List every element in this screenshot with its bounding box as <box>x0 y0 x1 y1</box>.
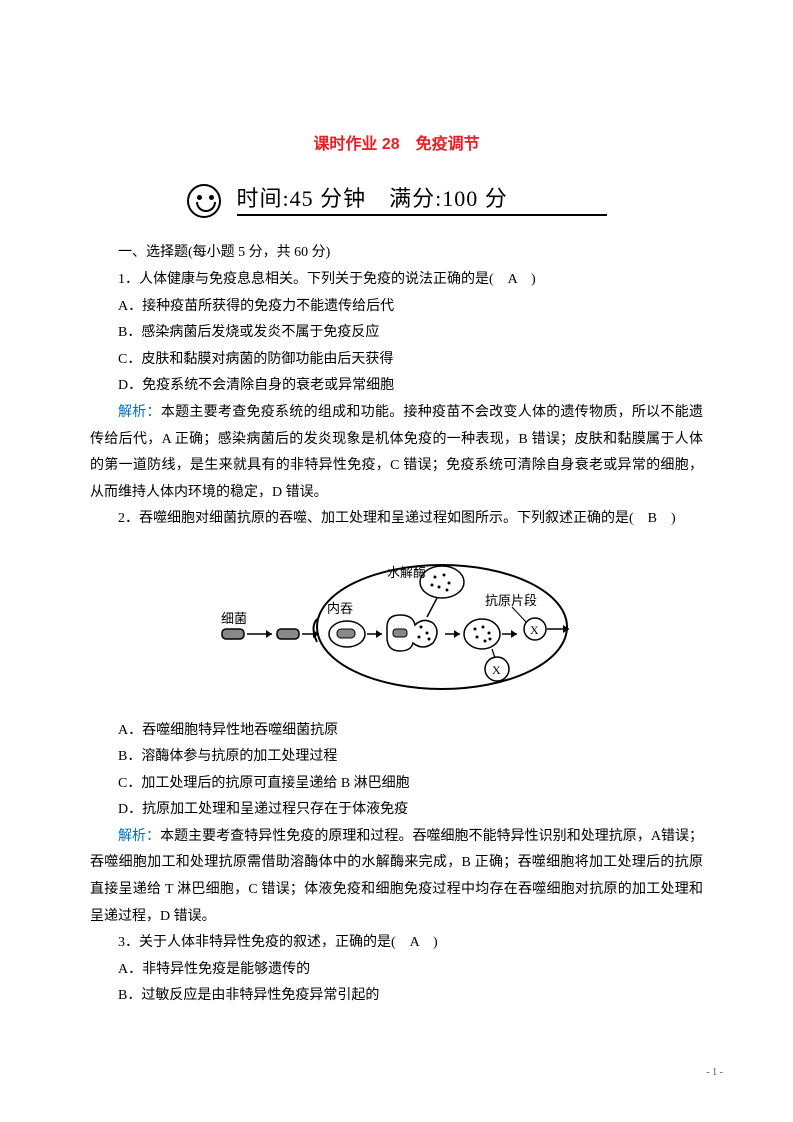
time-score-banner: 时间:45 分钟 满分:100 分 <box>187 182 607 222</box>
label-bacteria: 细菌 <box>221 611 247 626</box>
smiley-icon <box>187 184 221 218</box>
q2-opt-b: B．溶酶体参与抗原的加工处理过程 <box>90 744 703 771</box>
analysis-label: 解析： <box>118 829 160 844</box>
time-unit: 分钟 <box>320 186 366 211</box>
label-hydrolase: 水解酶 <box>387 565 426 580</box>
phagocytosis-diagram-svg: 细菌 内吞 水解酶 <box>217 547 577 697</box>
q2-analysis-text: 本题主要考查特异性免疫的原理和过程。吞噬细胞不能特异性识别和处理抗原，A错误；吞… <box>90 829 703 924</box>
page-number: - 1 - <box>706 1063 723 1082</box>
q2-opt-c: C．加工处理后的抗原可直接呈递给 B 淋巴细胞 <box>90 771 703 798</box>
label-x-membrane: X <box>530 623 539 637</box>
time-value: 45 <box>290 186 314 211</box>
worksheet-title: 课时作业 28 免疫调节 <box>90 130 703 160</box>
q2-opt-a: A．吞噬细胞特异性地吞噬细菌抗原 <box>90 718 703 745</box>
q1-analysis-text: 本题主要考查免疫系统的组成和功能。接种疫苗不会改变人体的遗传物质，所以不能遗传给… <box>90 405 703 500</box>
q1-opt-b: B．感染病菌后发烧或发炎不属于免疫反应 <box>90 320 703 347</box>
label-antigen-fragment: 抗原片段 <box>485 593 537 608</box>
section-header: 一、选择题(每小题 5 分，共 60 分) <box>90 240 703 267</box>
q2-analysis: 解析：本题主要考查特异性免疫的原理和过程。吞噬细胞不能特异性识别和处理抗原，A错… <box>90 824 703 930</box>
q1-opt-a: A．接种疫苗所获得的免疫力不能遗传给后代 <box>90 294 703 321</box>
score-label: 满分: <box>389 186 442 211</box>
q1-analysis: 解析：本题主要考查免疫系统的组成和功能。接种疫苗不会改变人体的遗传物质，所以不能… <box>90 400 703 506</box>
q3-opt-a: A．非特异性免疫是能够遗传的 <box>90 957 703 984</box>
q2-opt-d: D．抗原加工处理和呈递过程只存在于体液免疫 <box>90 797 703 824</box>
q1-stem: 1．人体健康与免疫息息相关。下列关于免疫的说法正确的是( A ) <box>90 267 703 294</box>
q2-stem: 2．吞噬细胞对细菌抗原的吞噬、加工处理和呈递过程如图所示。下列叙述正确的是( B… <box>90 506 703 533</box>
score-value: 100 <box>442 186 478 211</box>
q3-stem: 3．关于人体非特异性免疫的叙述，正确的是( A ) <box>90 930 703 957</box>
label-endocytosis: 内吞 <box>327 601 353 616</box>
q3-opt-b: B．过敏反应是由非特异性免疫异常引起的 <box>90 983 703 1010</box>
banner-text: 时间:45 分钟 满分:100 分 <box>237 182 607 216</box>
q1-opt-d: D．免疫系统不会清除自身的衰老或异常细胞 <box>90 373 703 400</box>
score-unit: 分 <box>485 186 508 211</box>
q2-diagram: 细菌 内吞 水解酶 <box>90 547 703 708</box>
q1-opt-c: C．皮肤和黏膜对病菌的防御功能由后天获得 <box>90 347 703 374</box>
analysis-label: 解析： <box>118 405 161 420</box>
label-x-inside: X <box>492 663 501 677</box>
time-label: 时间: <box>237 186 290 211</box>
